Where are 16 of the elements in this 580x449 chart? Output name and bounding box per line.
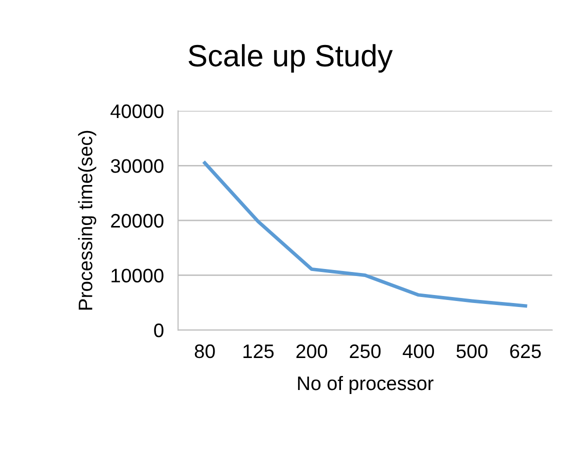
x-tick-label: 400 xyxy=(402,344,434,358)
y-tick-label: 30000 xyxy=(110,159,164,173)
x-tick-label: 125 xyxy=(243,344,274,358)
x-axis-title: No of processor xyxy=(298,376,434,394)
y-axis-title: Processing time(sec) xyxy=(78,130,96,310)
y-tick-label: 40000 xyxy=(110,104,164,118)
chart-title: Scale up Study xyxy=(188,44,393,73)
x-tick-label: 200 xyxy=(296,344,328,358)
line-series xyxy=(203,161,528,308)
y-tick-label: 10000 xyxy=(112,268,164,282)
x-tick-label: 500 xyxy=(456,344,488,358)
x-tick-label: 250 xyxy=(350,344,381,358)
y-tick-label: 20000 xyxy=(111,214,164,228)
x-tick-label: 625 xyxy=(510,344,541,358)
y-tick-label: 0 xyxy=(154,323,164,338)
x-tick-label: 80 xyxy=(194,344,215,358)
